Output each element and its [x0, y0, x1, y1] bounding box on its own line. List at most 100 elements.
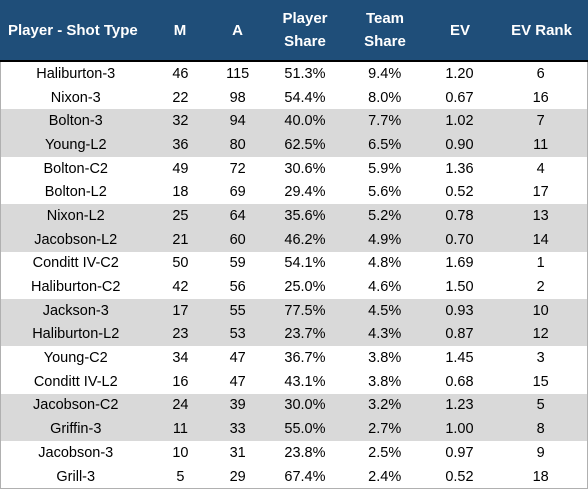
- cell-player-shot-type: Nixon-3: [50, 89, 101, 106]
- cell-ev: 0.97: [445, 444, 474, 461]
- cell-m: 42: [172, 279, 189, 296]
- cell-player-share: 30.0%: [284, 397, 326, 414]
- table-body: Haliburton-3 46 115 51.3% 9.4% 1.20 6 Nixon-3 22…: [0, 62, 588, 489]
- cell-player-shot-type: Young-L2: [44, 136, 107, 153]
- cell-player-share: 36.7%: [284, 350, 326, 367]
- cell-ev: 1.00: [445, 421, 474, 438]
- header-ev: EV: [425, 0, 495, 60]
- cell-ev: 1.20: [445, 65, 474, 82]
- cell-ev: 0.52: [445, 468, 474, 485]
- cell-m: 34: [172, 350, 189, 367]
- cell-ev-rank: 3: [536, 350, 545, 367]
- cell-a: 29: [229, 468, 246, 485]
- header-ev-rank: EV Rank: [495, 0, 588, 60]
- cell-ev-rank: 14: [532, 231, 549, 248]
- table-row: Young-L2 36 80 62.5% 6.5% 0.90 11: [0, 133, 588, 157]
- header-line: Share: [364, 33, 406, 50]
- table-row: Conditt IV-L2 16 47 43.1% 3.8% 0.68 15: [0, 369, 588, 394]
- cell-player-shot-type: Bolton-L2: [44, 184, 107, 201]
- cell-a: 31: [229, 444, 246, 461]
- cell-player-share: 43.1%: [284, 373, 326, 390]
- cell-team-share: 7.7%: [368, 113, 402, 130]
- cell-player-share: 35.6%: [284, 207, 326, 224]
- cell-a: 39: [229, 397, 246, 414]
- cell-player-shot-type: Jacobson-C2: [33, 397, 119, 414]
- table-row: Grill-3 5 29 67.4% 2.4% 0.52 18: [0, 464, 588, 489]
- cell-player-shot-type: Jacobson-3: [38, 444, 114, 461]
- cell-m: 25: [172, 207, 189, 224]
- header-a: A: [210, 0, 265, 60]
- cell-a: 59: [229, 255, 246, 272]
- cell-m: 22: [172, 89, 189, 106]
- cell-ev-rank: 4: [536, 160, 545, 177]
- cell-ev-rank: 8: [536, 421, 545, 438]
- cell-m: 17: [172, 302, 189, 319]
- cell-ev-rank: 16: [532, 89, 549, 106]
- cell-player-share: 46.2%: [284, 231, 326, 248]
- cell-ev: 0.93: [445, 302, 474, 319]
- cell-a: 55: [229, 302, 246, 319]
- cell-m: 50: [172, 255, 189, 272]
- cell-player-shot-type: Conditt IV-C2: [32, 255, 119, 272]
- cell-a: 98: [229, 89, 246, 106]
- table-row: Haliburton-3 46 115 51.3% 9.4% 1.20 6: [0, 62, 588, 86]
- cell-ev-rank: 6: [536, 65, 545, 82]
- cell-ev-rank: 13: [532, 207, 549, 224]
- header-line: EV: [449, 21, 470, 39]
- cell-m: 5: [176, 468, 185, 485]
- cell-player-shot-type: Haliburton-L2: [32, 326, 120, 343]
- cell-ev: 0.67: [445, 89, 474, 106]
- cell-a: 47: [229, 350, 246, 367]
- cell-team-share: 3.8%: [368, 373, 402, 390]
- cell-player-share: 54.4%: [284, 89, 326, 106]
- cell-ev-rank: 11: [533, 136, 549, 153]
- cell-player-shot-type: Nixon-L2: [46, 207, 105, 224]
- cell-m: 32: [172, 113, 189, 130]
- header-line: Share: [284, 33, 326, 50]
- table-row: Jacobson-L2 21 60 46.2% 4.9% 0.70 14: [0, 227, 588, 252]
- cell-team-share: 5.2%: [368, 207, 402, 224]
- cell-ev: 0.90: [445, 136, 474, 153]
- table-row: Jacobson-C2 24 39 30.0% 3.2% 1.23 5: [0, 393, 588, 418]
- cell-player-share: 40.0%: [284, 113, 326, 130]
- cell-ev-rank: 7: [536, 113, 545, 130]
- table-header: Player - Shot Type M A Player Share Team Share…: [0, 0, 588, 62]
- cell-ev: 1.02: [445, 113, 474, 130]
- cell-player-share: 62.5%: [284, 136, 326, 153]
- table-row: Jacobson-3 10 31 23.8% 2.5% 0.97 9: [0, 441, 588, 465]
- cell-ev-rank: 18: [532, 468, 549, 485]
- cell-team-share: 3.2%: [368, 397, 402, 414]
- cell-team-share: 8.0%: [368, 89, 402, 106]
- cell-m: 11: [172, 421, 188, 438]
- cell-player-share: 54.1%: [284, 255, 326, 272]
- cell-a: 69: [229, 184, 246, 201]
- cell-m: 23: [172, 326, 189, 343]
- cell-ev: 0.70: [445, 231, 474, 248]
- cell-a: 115: [226, 65, 250, 82]
- cell-m: 18: [172, 184, 189, 201]
- cell-m: 49: [172, 160, 189, 177]
- cell-ev-rank: 1: [536, 255, 545, 272]
- cell-a: 60: [229, 231, 246, 248]
- cell-ev: 1.36: [445, 160, 474, 177]
- cell-a: 33: [229, 421, 246, 438]
- cell-player-share: 30.6%: [284, 160, 326, 177]
- cell-team-share: 4.9%: [368, 231, 402, 248]
- table-row: Haliburton-L2 23 53 23.7% 4.3% 0.87 12: [0, 322, 588, 347]
- cell-team-share: 9.4%: [368, 65, 402, 82]
- cell-ev-rank: 10: [532, 302, 549, 319]
- cell-a: 56: [229, 279, 246, 296]
- cell-player-shot-type: Young-C2: [43, 350, 108, 367]
- cell-a: 47: [229, 373, 246, 390]
- cell-team-share: 4.5%: [368, 302, 402, 319]
- table-row: Nixon-3 22 98 54.4% 8.0% 0.67 16: [0, 85, 588, 110]
- cell-player-share: 51.3%: [284, 65, 326, 82]
- table-row: Bolton-C2 49 72 30.6% 5.9% 1.36 4: [0, 156, 588, 181]
- table-row: Bolton-3 32 94 40.0% 7.7% 1.02 7: [0, 109, 588, 134]
- cell-ev: 0.78: [445, 207, 474, 224]
- cell-team-share: 3.8%: [368, 350, 402, 367]
- header-line: Team: [365, 10, 405, 27]
- cell-team-share: 4.6%: [368, 279, 402, 296]
- cell-team-share: 2.4%: [368, 468, 402, 485]
